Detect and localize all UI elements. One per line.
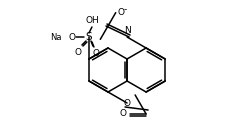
Text: O: O xyxy=(69,32,76,41)
Text: N: N xyxy=(123,26,130,35)
Text: S: S xyxy=(85,32,92,42)
Text: O: O xyxy=(92,49,99,58)
Text: -: - xyxy=(123,5,126,14)
Text: O: O xyxy=(123,99,130,108)
Text: OH: OH xyxy=(85,16,98,25)
Text: O: O xyxy=(117,8,124,17)
Text: O: O xyxy=(74,48,81,57)
Text: Na: Na xyxy=(50,32,62,41)
Text: O: O xyxy=(119,109,125,118)
